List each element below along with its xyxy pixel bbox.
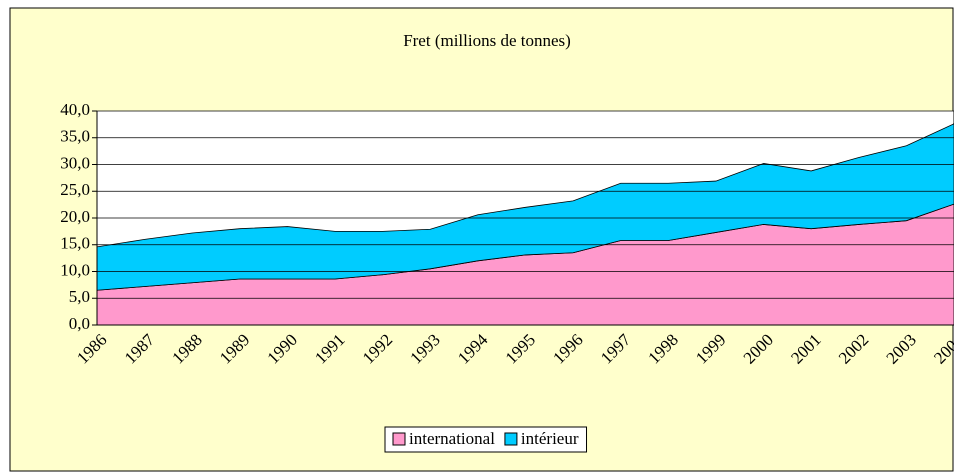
legend-label: international bbox=[409, 429, 495, 448]
y-tick-label: 5,0 bbox=[69, 287, 90, 306]
legend-swatch bbox=[392, 432, 406, 446]
y-tick-label: 15,0 bbox=[60, 234, 90, 253]
chart-title: Fret (millions de tonnes) bbox=[403, 31, 571, 50]
y-tick-label: 40,0 bbox=[60, 100, 90, 119]
y-tick-label: 20,0 bbox=[60, 207, 90, 226]
legend-swatch bbox=[504, 432, 518, 446]
y-tick-label: 30,0 bbox=[60, 153, 90, 172]
y-tick-label: 10,0 bbox=[60, 260, 90, 279]
y-tick-label: 25,0 bbox=[60, 180, 90, 199]
legend-label: intérieur bbox=[521, 429, 579, 448]
y-tick-label: 35,0 bbox=[60, 127, 90, 146]
legend-box bbox=[384, 426, 588, 453]
area bbox=[96, 123, 954, 291]
legend: international intérieur bbox=[384, 426, 588, 453]
y-tick-label: 0,0 bbox=[69, 314, 90, 333]
